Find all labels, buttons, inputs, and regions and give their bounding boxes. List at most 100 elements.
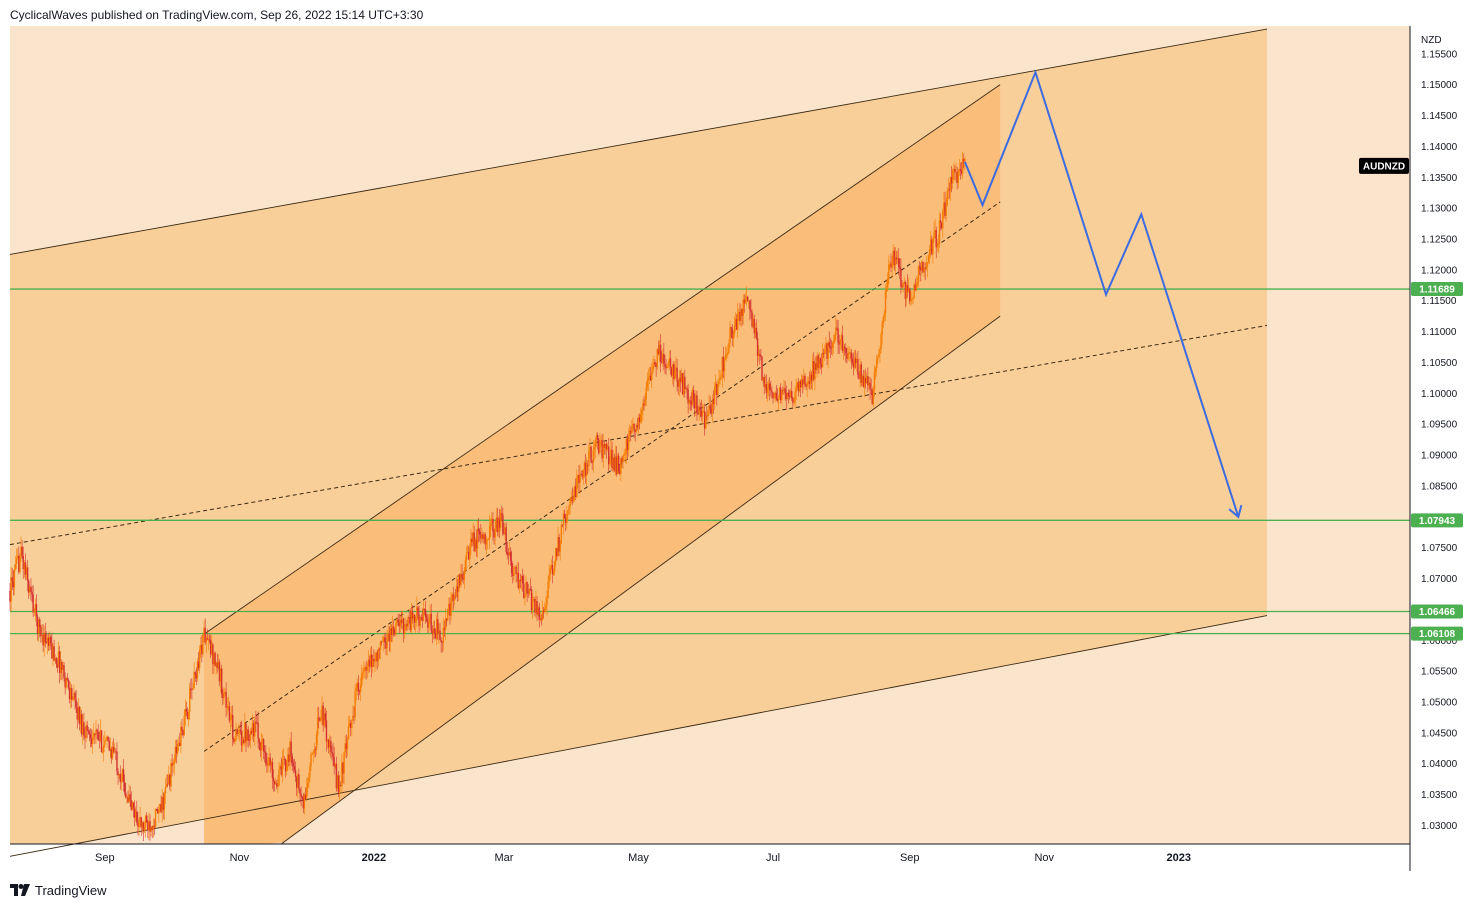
candle-body — [816, 355, 818, 370]
candle-body — [429, 613, 431, 621]
x-tick-label: Sep — [900, 852, 920, 864]
candle-body — [915, 285, 918, 290]
candle-body — [88, 731, 91, 734]
candle-body — [473, 532, 475, 552]
candle-body — [517, 572, 520, 589]
candle-body — [749, 300, 751, 310]
candle-body — [305, 787, 308, 799]
candle-body — [460, 574, 462, 585]
candle-body — [853, 358, 856, 368]
candle-body — [375, 652, 377, 662]
candle-body — [48, 636, 51, 647]
candle-body — [492, 518, 494, 532]
candle-body — [866, 376, 868, 383]
candle-body — [385, 642, 387, 649]
candle-body — [595, 435, 598, 441]
candle-body — [18, 555, 20, 573]
candle-body — [120, 781, 123, 783]
candle-body — [794, 392, 796, 403]
candle-body — [837, 328, 839, 344]
candle-body — [963, 159, 965, 162]
candle-body — [197, 661, 200, 669]
candle-body — [441, 641, 443, 643]
candle-body — [262, 739, 265, 752]
candle-body — [23, 562, 26, 570]
y-axis-ticks[interactable]: 1.15500 1.15000 1.14500 1.14000 1.13500 1.130… — [1421, 49, 1458, 832]
candle-body — [482, 534, 484, 540]
candle-body — [198, 649, 201, 669]
candle-body — [104, 740, 106, 745]
candle-body — [374, 661, 376, 662]
candle-body — [411, 610, 414, 619]
candle-body — [195, 674, 198, 679]
candle-body — [37, 619, 40, 634]
candle-body — [787, 392, 790, 397]
candle-body — [878, 353, 880, 358]
candle-body — [233, 738, 235, 742]
candle-body — [386, 638, 388, 649]
candle-body — [41, 634, 43, 637]
candle-body — [118, 774, 120, 776]
candle-body — [894, 257, 897, 266]
price-badges: 1.11689 1.07943 1.06466 1.06108 — [1411, 282, 1463, 641]
candle-body — [127, 797, 129, 803]
candle-body — [904, 281, 907, 299]
candle-body — [282, 759, 285, 760]
candle-body — [343, 752, 345, 774]
candle-body — [26, 567, 29, 581]
candle-body — [428, 620, 430, 628]
candle-body — [667, 362, 669, 366]
candle-body — [331, 752, 333, 754]
y-tick-label: 1.13000 — [1421, 204, 1458, 215]
candle-body — [432, 628, 435, 635]
candle-body — [689, 400, 692, 402]
candle-body — [141, 822, 144, 828]
candle-body — [71, 687, 73, 700]
candle-body — [862, 375, 865, 387]
candle-body — [264, 751, 266, 753]
candle-body — [395, 623, 397, 635]
candle-body — [408, 617, 410, 618]
candle-body — [691, 389, 694, 405]
candle-body — [555, 548, 557, 562]
candle-body — [95, 729, 97, 735]
tradingview-wordmark[interactable]: TradingView — [35, 882, 107, 898]
candle-body — [91, 737, 94, 745]
candle-body — [142, 822, 145, 831]
candle-body — [295, 776, 298, 788]
level-badge — [1411, 513, 1463, 528]
candle-body — [516, 572, 518, 575]
candle-body — [122, 769, 125, 783]
candle-body — [868, 382, 870, 386]
candle-body — [856, 359, 858, 364]
candle-body — [291, 756, 293, 763]
candle-body — [808, 381, 811, 384]
candle-body — [598, 440, 600, 453]
candle-body — [657, 349, 660, 354]
support-resistance-levels — [10, 288, 1410, 635]
candle-body — [648, 375, 651, 378]
candle-body — [746, 296, 749, 302]
candle-body — [609, 462, 611, 465]
candle-body — [268, 757, 270, 762]
candle-body — [613, 457, 615, 471]
candle-body — [763, 377, 765, 387]
x-axis-ticks[interactable]: Sep Nov 2022 Mar May Jul Sep Nov 2023 — [95, 852, 1191, 864]
candle-body — [735, 319, 738, 330]
candle-body — [873, 371, 876, 391]
candle-body — [815, 363, 817, 370]
trendline-outer-lower — [9, 615, 1268, 857]
candle-body — [107, 736, 109, 742]
candle-body — [221, 668, 223, 694]
candle-body — [417, 607, 419, 615]
candle-body — [105, 739, 107, 741]
y-tick-label: 1.10000 — [1421, 389, 1458, 400]
plot-area[interactable] — [9, 26, 1410, 857]
candle-body — [399, 620, 402, 627]
candle-body — [718, 380, 720, 384]
candle-body — [587, 464, 589, 466]
candle-body — [855, 358, 857, 364]
candle-body — [663, 353, 665, 365]
candle-body — [87, 730, 89, 732]
